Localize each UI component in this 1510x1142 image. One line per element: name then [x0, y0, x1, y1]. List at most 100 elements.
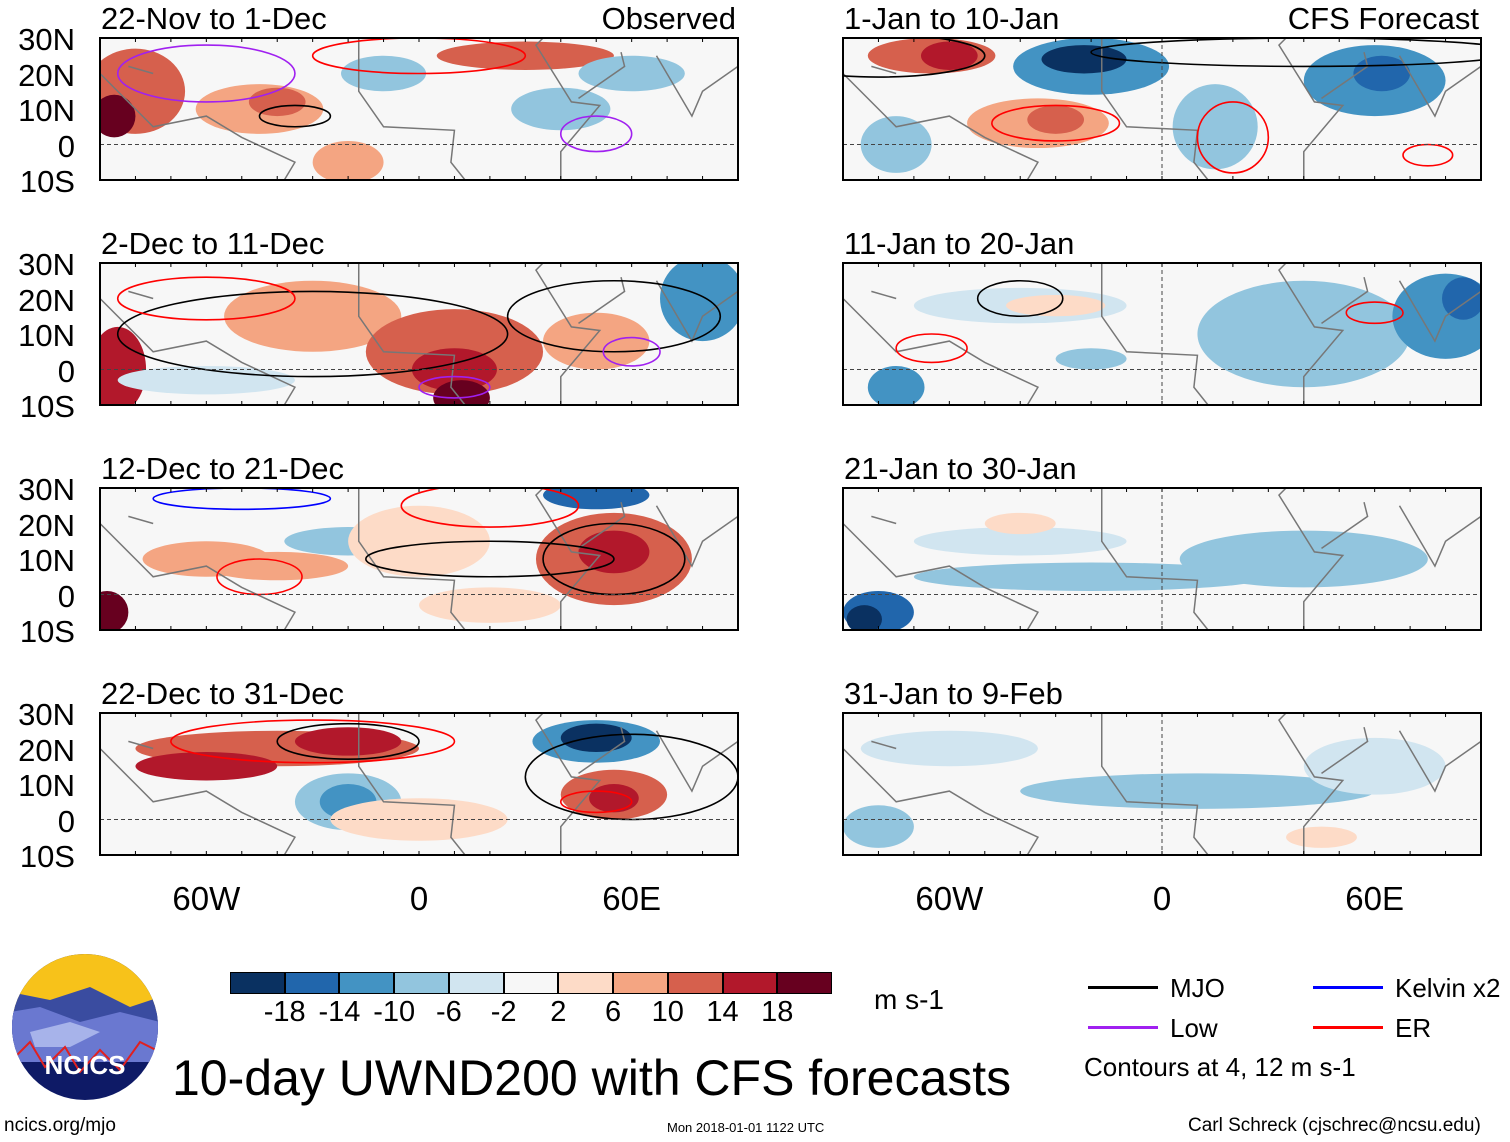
lat-label: 10S	[19, 389, 75, 424]
wind-anomaly-shading	[1055, 348, 1127, 370]
wind-anomaly-shading	[860, 730, 1038, 767]
legend-line-swatch	[1313, 986, 1383, 989]
colorbar-swatch	[667, 972, 723, 994]
lat-label: 30N	[18, 472, 75, 507]
colorbar-swatch	[230, 972, 285, 994]
wave-contour	[116, 276, 296, 321]
panel-title: 1-Jan to 10-Jan	[844, 1, 1060, 36]
legend-label: MJO	[1170, 973, 1225, 1003]
panel-title: 22-Dec to 31-Dec	[101, 676, 344, 711]
wave-contour	[116, 44, 296, 103]
lat-label: 30N	[18, 697, 75, 732]
panel-title: 31-Jan to 9-Feb	[844, 676, 1063, 711]
wave-contour	[842, 37, 986, 78]
lat-label: 0	[57, 128, 75, 164]
wind-anomaly-shading	[206, 551, 349, 581]
ncics-logo: NCICS	[12, 954, 158, 1100]
colorbar-tick-label: 18	[761, 996, 794, 1028]
wind-anomaly-shading	[224, 280, 402, 352]
wave-contour	[559, 115, 633, 153]
wind-anomaly-shading	[1303, 737, 1446, 795]
map-panel	[99, 712, 739, 856]
lon-label: 60W	[915, 880, 984, 917]
panel-title: 22-Nov to 1-Dec	[101, 1, 327, 36]
wind-anomaly-shading	[419, 587, 561, 623]
wave-contour	[506, 279, 722, 353]
wind-anomaly-shading	[578, 55, 685, 92]
footer-url[interactable]: ncics.org/mjo	[4, 1115, 116, 1136]
coastline	[99, 487, 739, 631]
map-panel	[99, 37, 739, 181]
wind-anomaly-shading	[99, 94, 136, 138]
wind-anomaly-shading	[135, 752, 278, 781]
colorbar-swatch	[394, 972, 449, 994]
legend-label: Low	[1170, 1013, 1218, 1043]
wave-contour	[116, 290, 509, 378]
colorbar-tick-label: 2	[550, 996, 567, 1028]
wind-anomaly-shading	[1006, 294, 1106, 317]
lat-label: 10N	[18, 768, 75, 803]
wind-anomaly-shading	[1442, 277, 1482, 320]
wave-contour	[991, 104, 1121, 142]
colorbar-swatch	[448, 972, 504, 994]
wave-contour	[895, 333, 968, 364]
colorbar-swatch	[339, 972, 395, 994]
lat-label: 20N	[18, 507, 75, 543]
wave-contour	[400, 487, 580, 528]
panel-source-label: CFS Forecast	[1287, 1, 1479, 36]
logo-text: NCICS	[45, 1050, 126, 1080]
lat-label: 10S	[19, 614, 75, 649]
colorbar-swatch	[613, 972, 668, 994]
legend-label: ER	[1395, 1013, 1432, 1043]
legend-label: Kelvin x2	[1395, 973, 1501, 1003]
colorbar-tick-label: 6	[605, 996, 622, 1028]
wind-anomaly-shading	[1041, 45, 1127, 74]
colorbar-swatch	[284, 972, 340, 994]
wind-anomaly-shading	[578, 530, 650, 574]
colorbar-tick-label: -18	[263, 996, 306, 1028]
lat-label: 20N	[18, 282, 75, 318]
map-panel	[842, 712, 1482, 856]
coastline	[842, 262, 1482, 406]
wind-anomaly-shading	[312, 140, 384, 181]
wind-anomaly-shading	[1020, 773, 1375, 809]
wind-anomaly-shading	[1286, 826, 1357, 848]
figure-title: 10-day UWND200 with CFS forecasts	[172, 1050, 1012, 1106]
wave-contour	[365, 540, 615, 578]
coastline	[99, 712, 739, 856]
wind-anomaly-shading	[543, 487, 650, 510]
wind-anomaly-shading	[411, 348, 497, 391]
colorbar-swatch	[722, 972, 778, 994]
lat-label: 10N	[18, 93, 75, 128]
colorbar-tick-label: -6	[436, 996, 462, 1028]
wind-anomaly-shading	[1179, 530, 1428, 588]
wave-contour	[559, 790, 633, 814]
wind-anomaly-shading	[860, 116, 932, 173]
lat-label: 10N	[18, 543, 75, 578]
panel-source-label: Observed	[601, 1, 736, 36]
lon-label: 60E	[602, 880, 662, 917]
map-panel	[842, 37, 1482, 181]
panel-title: 21-Jan to 30-Jan	[844, 451, 1077, 486]
wind-anomaly-shading	[248, 87, 306, 117]
panel-title: 12-Dec to 21-Dec	[101, 451, 344, 486]
contour-note: Contours at 4, 12 m s-1	[1084, 1052, 1356, 1082]
lat-label: 30N	[18, 22, 75, 57]
colorbar-tick-label: -2	[490, 996, 517, 1028]
coastline	[99, 37, 739, 181]
wind-anomaly-shading	[1172, 84, 1258, 170]
wind-anomaly-shading	[913, 562, 1269, 591]
wind-anomaly-shading	[867, 365, 925, 406]
wave-contour	[216, 558, 303, 596]
colorbar-tick-label: 14	[706, 996, 739, 1028]
wind-anomaly-shading	[920, 41, 978, 70]
panel-title: 11-Jan to 20-Jan	[844, 226, 1075, 261]
wave-contour	[418, 375, 491, 399]
wind-anomaly-shading	[1197, 280, 1411, 388]
map-panel	[842, 487, 1482, 631]
wind-anomaly-shading	[1027, 105, 1085, 134]
wind-anomaly-shading	[433, 380, 490, 406]
wind-anomaly-shading	[341, 55, 427, 92]
coastline	[842, 712, 1482, 856]
